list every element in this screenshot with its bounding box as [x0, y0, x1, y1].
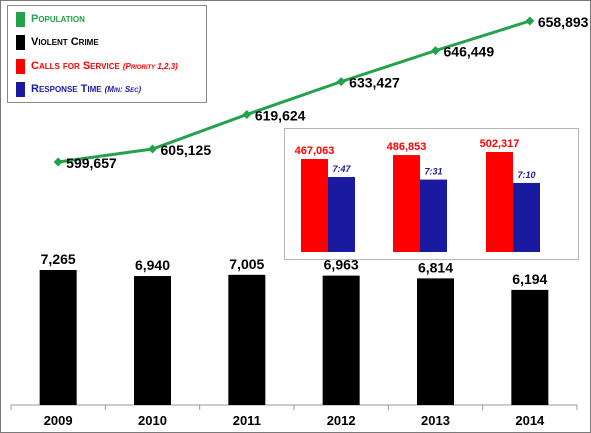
- population-data-label: 599,657: [66, 155, 117, 171]
- bar-calls-for-service: [486, 152, 513, 252]
- x-tick-label: 2010: [138, 413, 167, 428]
- population-data-label: 619,624: [255, 107, 306, 123]
- bar-data-label: 6,963: [324, 257, 359, 273]
- bar-response-time: [328, 177, 355, 252]
- legend-sublabel: (Min: Sec): [104, 84, 142, 94]
- legend-label: Calls for Service: [31, 60, 120, 72]
- legend-swatch-calls-for-service: [16, 58, 25, 74]
- bar-response-time: [513, 182, 540, 252]
- population-data-label: 658,893: [538, 14, 589, 30]
- calls-data-label: 486,853: [387, 141, 427, 153]
- legend-item-population: Population: [16, 10, 85, 28]
- population-marker: [53, 157, 63, 167]
- bar-violent-crime: [322, 275, 360, 405]
- response-data-label: 7:10: [517, 170, 535, 180]
- bar-violent-crime: [511, 289, 549, 405]
- legend-item-response-time: Response Time (Min: Sec): [16, 80, 141, 98]
- legend-swatch-population: [16, 11, 25, 27]
- x-tick-label: 2011: [233, 413, 261, 428]
- population-data-label: 633,427: [349, 75, 400, 91]
- legend: Population Violent Crime Calls for Servi…: [7, 5, 207, 103]
- x-tick-label: 2012: [327, 413, 356, 428]
- population-marker: [242, 109, 252, 119]
- population-marker: [336, 77, 346, 87]
- legend-swatch-response-time: [16, 81, 25, 97]
- bar-data-label: 6,940: [135, 257, 170, 273]
- bar-data-label: 6,814: [418, 259, 453, 275]
- legend-label: Response Time: [31, 83, 102, 95]
- population-marker: [431, 46, 440, 56]
- legend-sublabel: (Priority 1,2,3): [122, 61, 178, 71]
- population-data-label: 646,449: [444, 44, 495, 60]
- bar-data-label: 6,194: [512, 271, 547, 287]
- bar-calls-for-service: [393, 155, 420, 252]
- legend-label: Population: [31, 13, 85, 25]
- population-marker: [148, 144, 157, 154]
- bar-violent-crime: [228, 274, 266, 405]
- legend-item-violent-crime: Violent Crime: [16, 33, 99, 51]
- calls-data-label: 467,063: [295, 145, 335, 157]
- x-tick-label: 2013: [421, 413, 450, 428]
- bar-data-label: 7,005: [229, 256, 264, 272]
- response-data-label: 7:31: [424, 167, 442, 177]
- calls-data-label: 502,317: [480, 138, 520, 150]
- bar-calls-for-service: [301, 159, 328, 252]
- population-data-label: 605,125: [161, 142, 212, 158]
- legend-swatch-violent-crime: [16, 34, 25, 50]
- bar-data-label: 7,265: [41, 251, 76, 267]
- bar-violent-crime: [417, 278, 454, 405]
- legend-item-calls-for-service: Calls for Service (Priority 1,2,3): [16, 57, 178, 75]
- bar-violent-crime: [39, 270, 77, 405]
- population-line: [57, 19, 531, 164]
- x-tick-label: 2009: [44, 413, 73, 428]
- population-marker: [525, 16, 535, 26]
- x-tick-label: 2014: [515, 413, 545, 428]
- legend-label: Violent Crime: [31, 36, 99, 48]
- bar-violent-crime: [134, 276, 171, 405]
- response-data-label: 7:47: [332, 164, 351, 174]
- bar-response-time: [420, 179, 447, 252]
